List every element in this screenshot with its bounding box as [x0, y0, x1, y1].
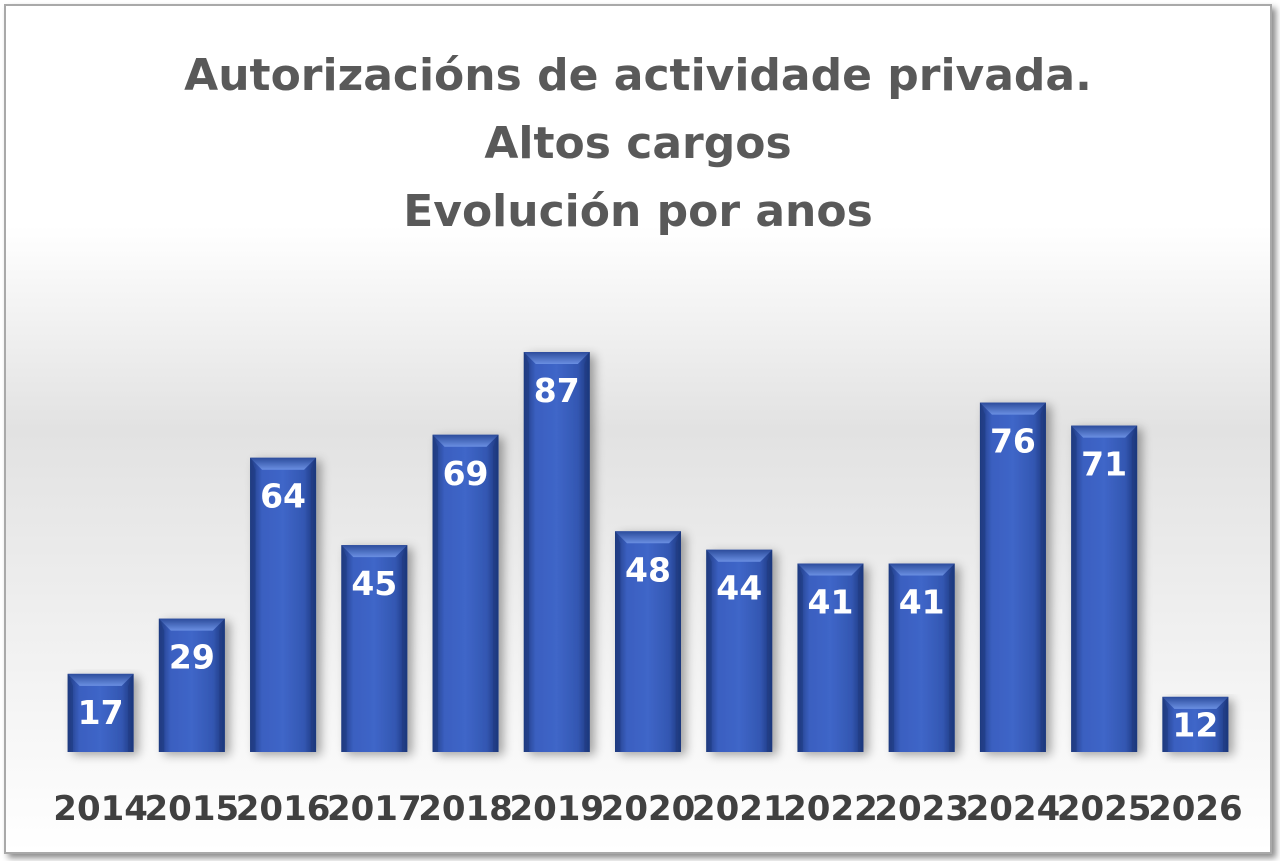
data-label: 12 — [1172, 705, 1218, 744]
bar-2021 — [706, 549, 773, 752]
bars-group: 17 29 64 45 69 87 48 44 41 41 76 71 12 — [67, 352, 1229, 752]
bar-right-bevel — [584, 352, 590, 752]
x-tick-label: 2017 — [327, 789, 422, 829]
bar-left-bevel — [797, 563, 803, 752]
bar-left-bevel — [888, 563, 895, 752]
bar-right-bevel — [1131, 425, 1138, 752]
data-label: 29 — [169, 638, 215, 677]
data-label: 45 — [351, 564, 397, 603]
data-label: 41 — [899, 582, 945, 621]
bar-left-bevel — [523, 352, 530, 752]
bar-body — [888, 563, 955, 752]
bar-body — [341, 545, 408, 752]
bar-top-bevel — [250, 457, 317, 470]
bar-body — [706, 549, 773, 752]
x-tick-label: 2020 — [601, 789, 696, 829]
bar-2024 — [979, 402, 1046, 752]
bar-right-bevel — [675, 531, 681, 752]
chart-title-line-1: Autorizacións de actividade privada. — [184, 50, 1092, 101]
bar-left-bevel — [706, 549, 712, 752]
bar-body — [615, 531, 681, 752]
data-label: 17 — [78, 693, 124, 732]
data-label: 87 — [534, 371, 580, 410]
bar-2016 — [250, 457, 317, 752]
bar-top-bevel — [888, 563, 955, 576]
bar-left-bevel — [432, 434, 438, 752]
bar-top-bevel — [706, 549, 773, 562]
bar-top-bevel — [341, 545, 408, 558]
bar-top-bevel — [67, 673, 134, 686]
x-tick-label: 2014 — [53, 789, 148, 829]
bar-right-bevel — [766, 549, 773, 752]
x-tick-label: 2025 — [1057, 789, 1152, 829]
bar-left-bevel — [615, 531, 621, 752]
chart-title: Autorizacións de actividade privada. Alt… — [6, 42, 1270, 246]
x-tick-label: 2023 — [874, 789, 969, 829]
bar-2019 — [523, 352, 590, 752]
bar-2026 — [1162, 696, 1229, 752]
bar-body — [1071, 425, 1138, 752]
bar-top-bevel — [797, 563, 864, 576]
bar-2017 — [341, 545, 408, 752]
chart-frame: Autorizacións de actividade privada. Alt… — [4, 4, 1272, 854]
bar-left-bevel — [67, 673, 74, 752]
bar-left-bevel — [341, 545, 347, 752]
bar-right-bevel — [128, 673, 134, 752]
bar-right-bevel — [858, 563, 864, 752]
bar-top-bevel — [523, 352, 590, 364]
data-label: 44 — [716, 569, 762, 608]
bar-right-bevel — [1040, 402, 1046, 752]
bar-2025 — [1071, 425, 1138, 752]
data-label: 41 — [807, 582, 853, 621]
bar-right-bevel — [1222, 696, 1229, 752]
chart-title-line-2: Altos cargos — [484, 118, 792, 169]
bar-left-bevel — [979, 402, 986, 752]
x-tick-label: 2024 — [966, 789, 1061, 829]
bar-top-bevel — [158, 618, 225, 631]
bar-right-bevel — [401, 545, 408, 752]
bar-top-bevel — [1162, 696, 1229, 709]
data-label: 48 — [625, 550, 671, 589]
bar-right-bevel — [219, 618, 225, 752]
bar-2018 — [432, 434, 499, 752]
bar-right-bevel — [310, 457, 317, 752]
bar-body — [432, 434, 499, 752]
bar-left-bevel — [1071, 425, 1077, 752]
bar-right-bevel — [949, 563, 955, 752]
bar-body — [523, 352, 590, 752]
x-tick-label: 2022 — [783, 789, 878, 829]
bar-top-bevel — [432, 434, 499, 447]
bar-body — [158, 618, 225, 752]
data-label: 71 — [1081, 445, 1127, 484]
bar-2023 — [888, 563, 955, 752]
x-tick-label: 2015 — [145, 789, 240, 829]
x-axis-ticks: 2014201520162017201820192020202120222023… — [53, 789, 1242, 829]
bar-top-bevel — [615, 531, 681, 544]
bar-body — [979, 402, 1046, 752]
bar-2014 — [67, 673, 134, 752]
x-tick-label: 2018 — [418, 789, 513, 829]
data-label: 69 — [443, 454, 489, 493]
x-tick-label: 2026 — [1148, 789, 1243, 829]
bar-2020 — [615, 531, 681, 752]
bar-right-bevel — [493, 434, 499, 752]
bar-left-bevel — [1162, 696, 1168, 752]
bar-body — [797, 563, 864, 752]
bar-top-bevel — [1071, 425, 1138, 438]
bar-body — [67, 673, 134, 752]
data-label: 76 — [990, 422, 1036, 461]
chart-title-line-3: Evolución por anos — [403, 186, 873, 237]
bar-left-bevel — [250, 457, 256, 752]
x-tick-label: 2016 — [236, 789, 331, 829]
data-label: 64 — [260, 477, 306, 516]
bar-2015 — [158, 618, 225, 752]
bar-body — [250, 457, 317, 752]
x-tick-label: 2021 — [692, 789, 787, 829]
bar-top-bevel — [979, 402, 1046, 415]
bar-2022 — [797, 563, 864, 752]
bar-left-bevel — [158, 618, 165, 752]
x-tick-label: 2019 — [509, 789, 604, 829]
